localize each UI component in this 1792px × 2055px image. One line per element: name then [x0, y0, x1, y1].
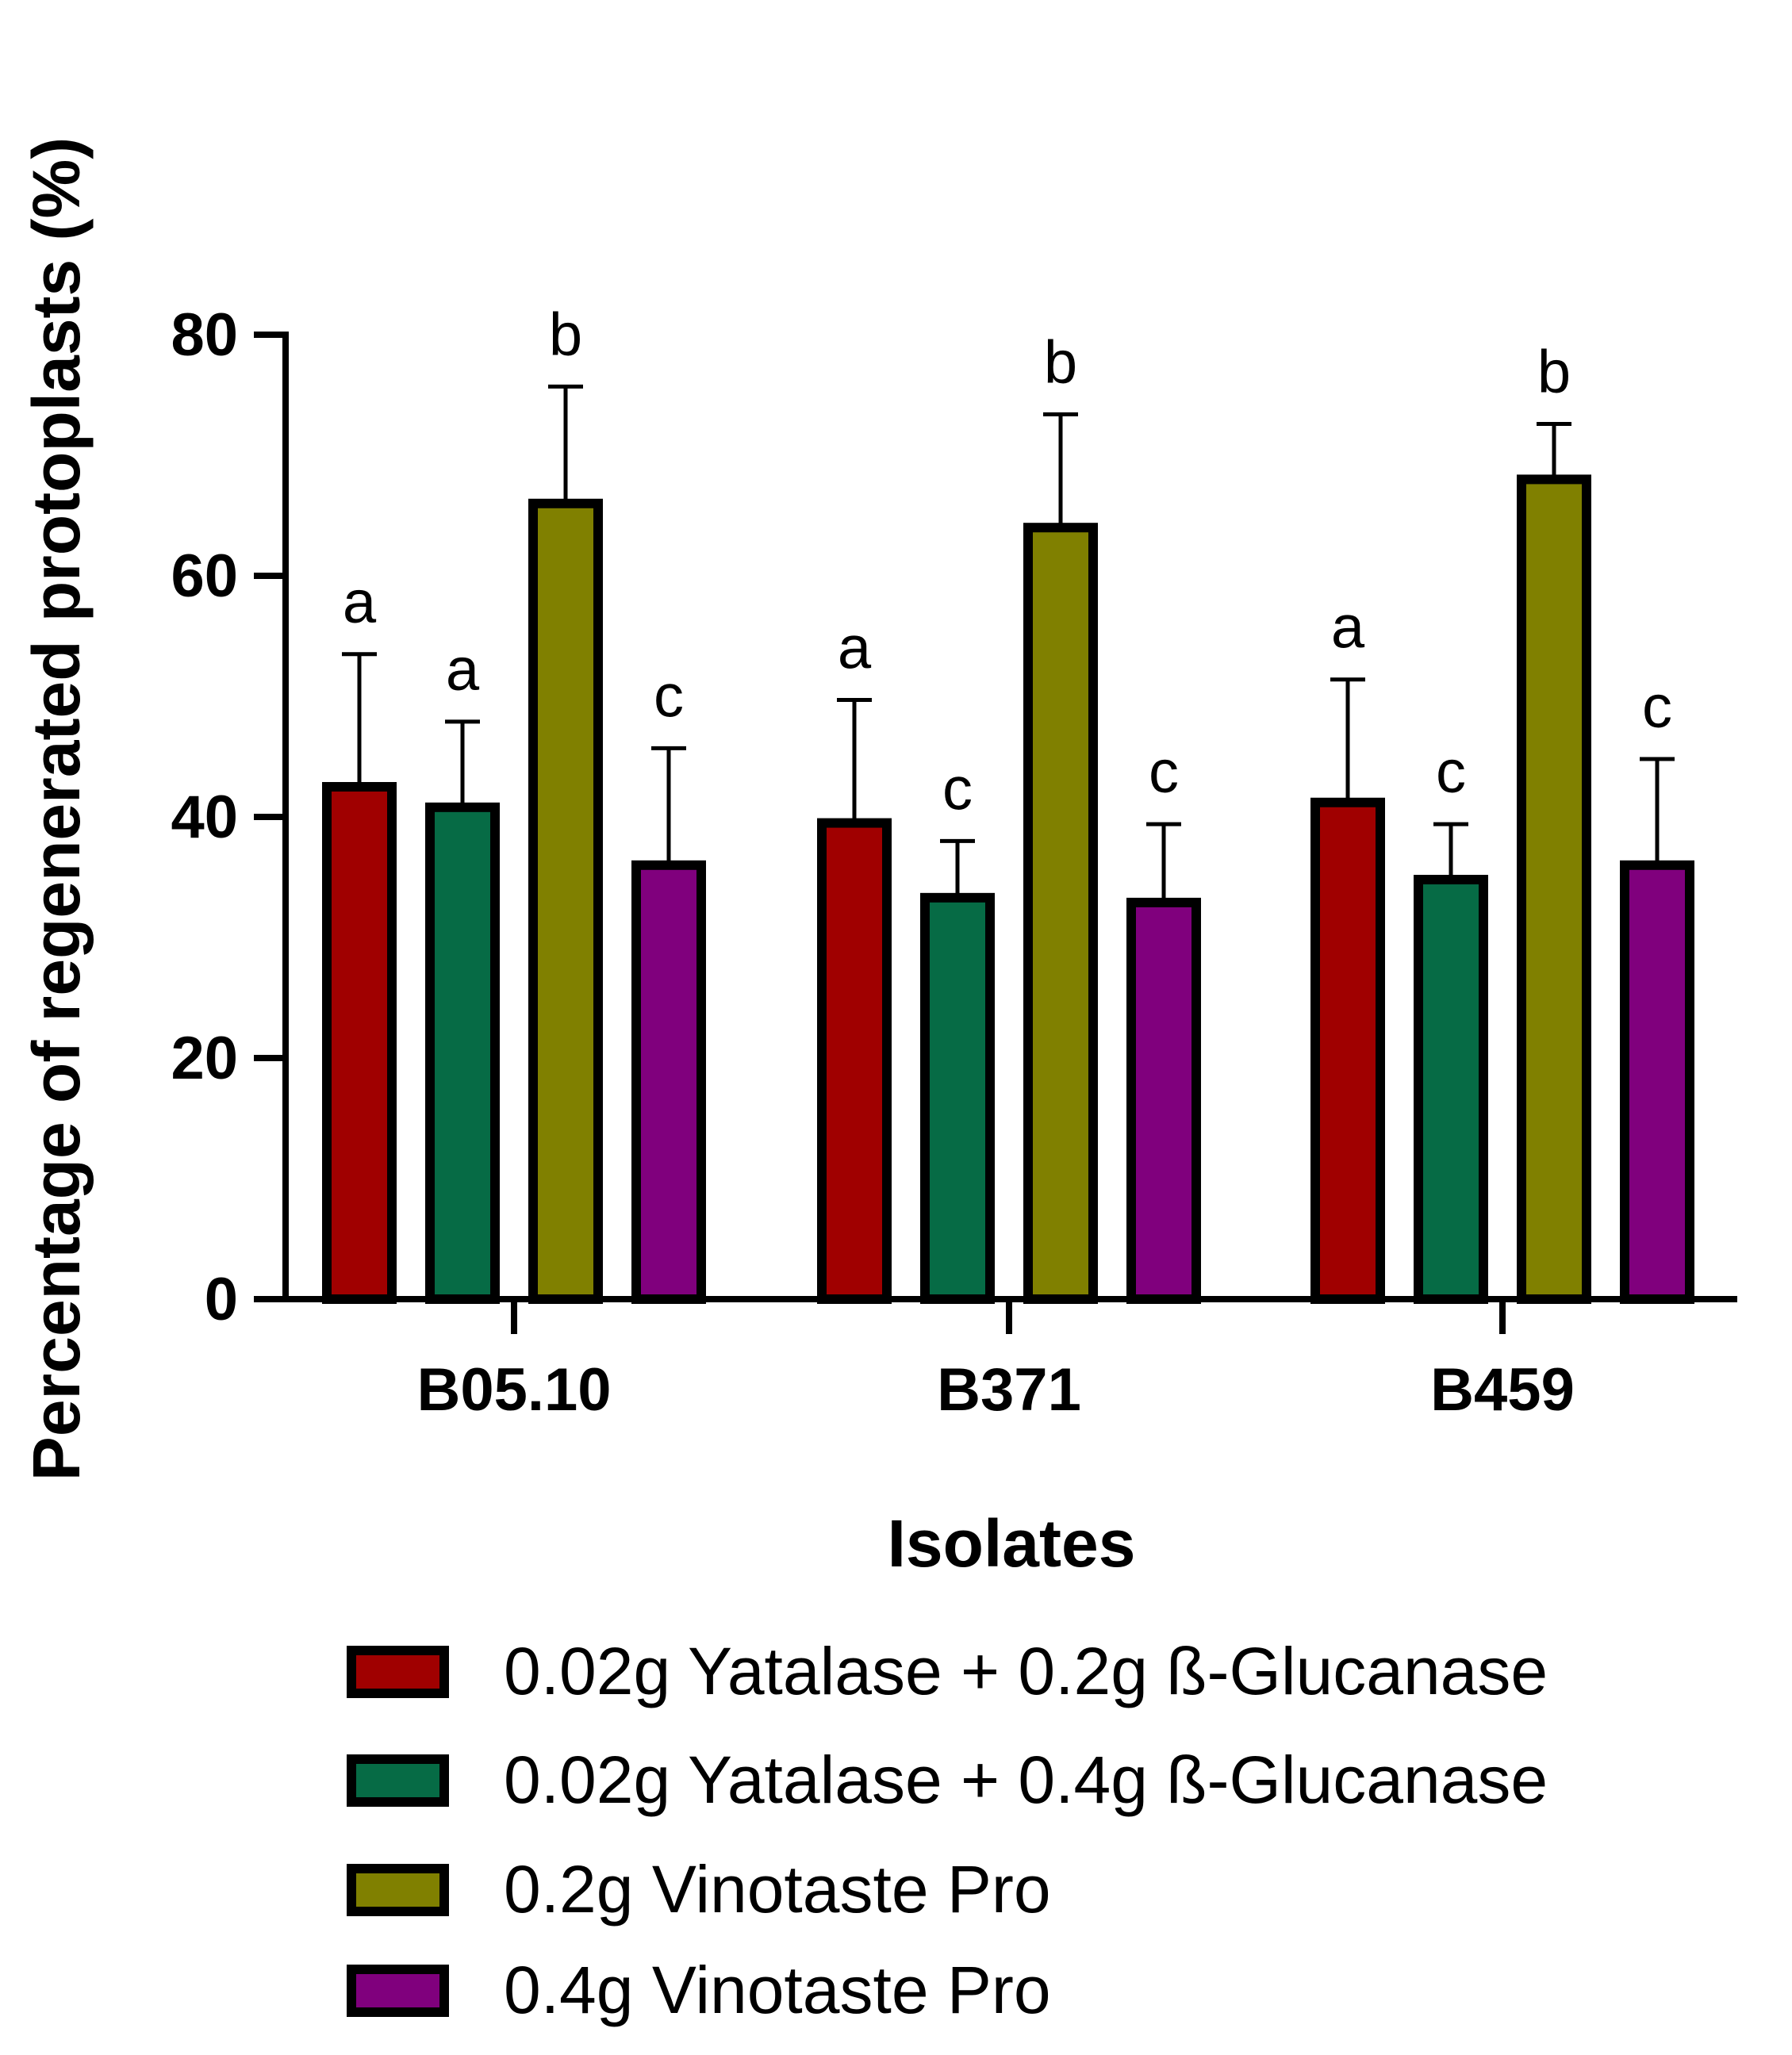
x-axis-title: Isolates	[888, 1506, 1136, 1581]
significance-letter: c	[1436, 738, 1466, 806]
legend-swatch	[347, 1754, 449, 1807]
legend-swatch	[347, 1646, 449, 1698]
error-bar	[1433, 822, 1468, 880]
legend-label: 0.2g Vinotaste Pro	[504, 1852, 1051, 1927]
bar	[528, 498, 603, 1304]
significance-letter: b	[549, 301, 582, 368]
legend-item: 0.02g Yatalase + 0.2g ß-Glucanase	[347, 1634, 1548, 1708]
error-bar	[1537, 421, 1571, 480]
bar	[322, 782, 397, 1304]
legend-label: 0.4g Vinotaste Pro	[504, 1953, 1051, 2027]
error-bar	[342, 652, 377, 787]
bar	[1620, 860, 1694, 1305]
bar	[1023, 523, 1098, 1304]
error-bar	[445, 719, 480, 807]
bar	[425, 802, 500, 1304]
error-bar	[1043, 412, 1078, 528]
error-bar	[548, 384, 583, 504]
significance-letter: c	[1149, 738, 1179, 806]
bar	[1414, 875, 1488, 1305]
y-tick-label: 0	[205, 1266, 238, 1333]
significance-letter: a	[446, 636, 480, 704]
legend-label: 0.02g Yatalase + 0.4g ß-Glucanase	[504, 1743, 1548, 1817]
significance-letter: a	[1331, 594, 1365, 661]
legend-item: 0.2g Vinotaste Pro	[347, 1852, 1051, 1927]
error-bar	[1330, 677, 1365, 803]
error-bar	[940, 838, 975, 898]
bar	[920, 892, 995, 1304]
legend-swatch	[347, 1864, 449, 1916]
x-ticks-layer: B05.10 B371 B459	[416, 1299, 1575, 1424]
significance-letter: c	[942, 755, 973, 822]
y-tick-label: 60	[171, 543, 238, 610]
error-bar	[1640, 757, 1675, 865]
error-bars-layer	[342, 384, 1675, 903]
error-bar	[837, 698, 872, 823]
bar	[1310, 797, 1385, 1304]
y-axis-title: Percentage of regenerated protoplasts (%…	[19, 137, 94, 1481]
x-tick-label: B459	[1430, 1356, 1575, 1424]
significance-letter: a	[838, 615, 872, 682]
error-bar	[1146, 822, 1181, 903]
significance-letters-layer: a a a a c c b b b c c c	[343, 301, 1672, 822]
bar	[817, 818, 892, 1304]
bar	[631, 860, 706, 1305]
legend-swatch	[347, 1965, 449, 2017]
significance-letter: c	[654, 662, 684, 730]
bar	[1517, 474, 1591, 1304]
legend-item: 0.02g Yatalase + 0.4g ß-Glucanase	[347, 1743, 1548, 1817]
x-tick-label: B05.10	[416, 1356, 611, 1424]
significance-letter: c	[1642, 673, 1672, 741]
legend: 0.02g Yatalase + 0.2g ß-Glucanase 0.02g Y…	[347, 1634, 1548, 2027]
legend-label: 0.02g Yatalase + 0.2g ß-Glucanase	[504, 1634, 1548, 1708]
y-tick-label: 20	[171, 1025, 238, 1092]
y-tick-label: 40	[171, 784, 238, 851]
significance-letter: b	[1537, 338, 1571, 405]
error-bar	[651, 746, 686, 865]
y-ticks-layer: 0 20 40 60 80	[171, 301, 286, 1333]
x-tick-label: B371	[937, 1356, 1081, 1424]
significance-letter: b	[1044, 328, 1077, 396]
bar	[1126, 897, 1201, 1305]
bars-layer	[322, 474, 1694, 1305]
significance-letter: a	[343, 569, 377, 636]
legend-item: 0.4g Vinotaste Pro	[347, 1953, 1051, 2027]
y-tick-label: 80	[171, 301, 238, 369]
